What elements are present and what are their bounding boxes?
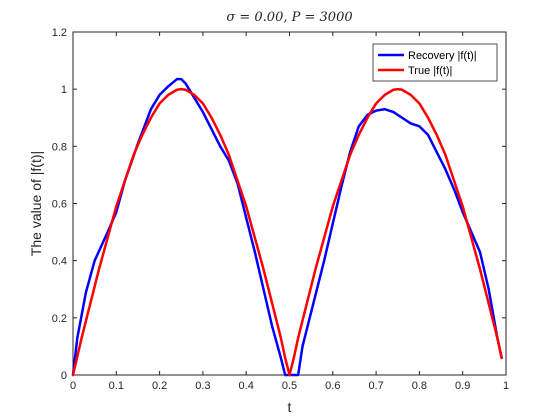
x-tick-label: 0.4 <box>239 380 254 392</box>
x-tick-label: 0 <box>70 380 76 392</box>
x-tick-label: 0.8 <box>412 380 427 392</box>
chart-title: σ = 0.00, P = 3000 <box>226 10 352 25</box>
y-tick-label: 1 <box>61 84 67 96</box>
x-tick-label: 0.6 <box>325 380 340 392</box>
y-tick-label: 0.6 <box>52 199 67 211</box>
x-tick-label: 0.1 <box>109 380 124 392</box>
y-tick-label: 0.2 <box>52 313 67 325</box>
x-tick-label: 0.9 <box>455 380 470 392</box>
plot-area: 0 0.1 0.2 0.3 0.4 0.5 0.6 0.7 0.8 0.9 1 0 0.2 0.4 0.6 0… <box>52 27 509 392</box>
x-tick-label: 0.2 <box>152 380 167 392</box>
y-axis-label: The value of |f(t)| <box>28 151 44 256</box>
series-line-true <box>71 87 503 377</box>
x-tick-label: 0.7 <box>368 380 383 392</box>
y-tick-label: 0.8 <box>52 141 67 153</box>
legend-box <box>372 43 498 82</box>
y-tick-label: 1.2 <box>52 27 67 39</box>
tick-labels: 0 0.1 0.2 0.3 0.4 0.5 0.6 0.7 0.8 0.9 1 0 0.2 0.4 0.6 0… <box>52 27 509 392</box>
y-tick-label: 0 <box>61 370 67 382</box>
x-tick-label: 0.5 <box>282 380 297 392</box>
x-tick-label: 1 <box>503 380 509 392</box>
legend-label-true: True |f(t)| <box>408 65 452 77</box>
legend-label-recovery: Recovery |f(t)| <box>408 50 477 62</box>
y-tick-label: 0.4 <box>52 256 67 268</box>
x-axis-label: t <box>288 399 292 415</box>
series-lines <box>71 77 503 377</box>
axes-box <box>72 31 507 376</box>
x-tick-label: 0.3 <box>195 380 210 392</box>
legend: Recovery |f(t)| True |f(t)| <box>372 43 498 82</box>
